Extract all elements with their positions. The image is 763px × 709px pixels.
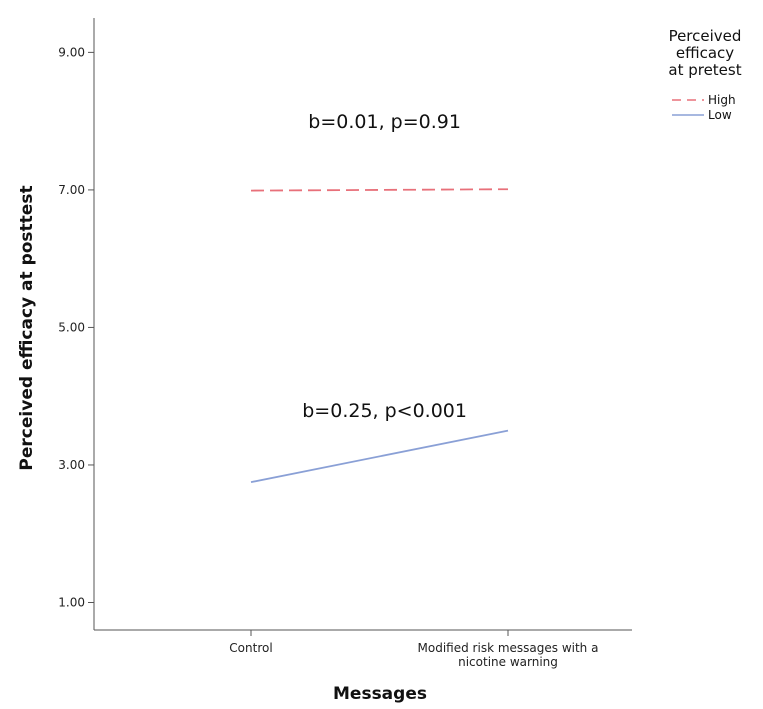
- annotation-label: b=0.01, p=0.91: [308, 111, 461, 133]
- x-ticks: Control Modified risk messages with a nico…: [229, 630, 598, 669]
- series-line-low: [250, 429, 509, 484]
- series-group: [250, 188, 509, 484]
- y-tick-label: 5.00: [58, 320, 85, 334]
- axes: [93, 18, 632, 631]
- y-tick-label: 7.00: [58, 183, 85, 197]
- y-ticks: 1.00 3.00 5.00 7.00 9.00: [58, 45, 94, 609]
- y-tick-label: 3.00: [58, 458, 85, 472]
- legend-label-low: Low: [708, 108, 732, 122]
- y-tick-label: 1.00: [58, 595, 85, 609]
- y-tick-label: 9.00: [58, 45, 85, 59]
- x-tick-label: Modified risk messages with a nicotine wa…: [418, 641, 599, 669]
- annotation-label: b=0.25, p<0.001: [302, 400, 467, 422]
- legend-label-high: High: [708, 93, 736, 107]
- x-axis-title: Messages: [333, 684, 427, 704]
- y-axis-title: Perceived efficacy at posttest: [17, 185, 37, 470]
- x-tick-label: Control: [229, 641, 272, 655]
- annotations: b=0.01, p=0.91 b=0.25, p<0.001: [302, 111, 467, 422]
- series-line-high: [250, 188, 509, 192]
- legend-title: Perceived efficacy at pretest: [668, 27, 741, 79]
